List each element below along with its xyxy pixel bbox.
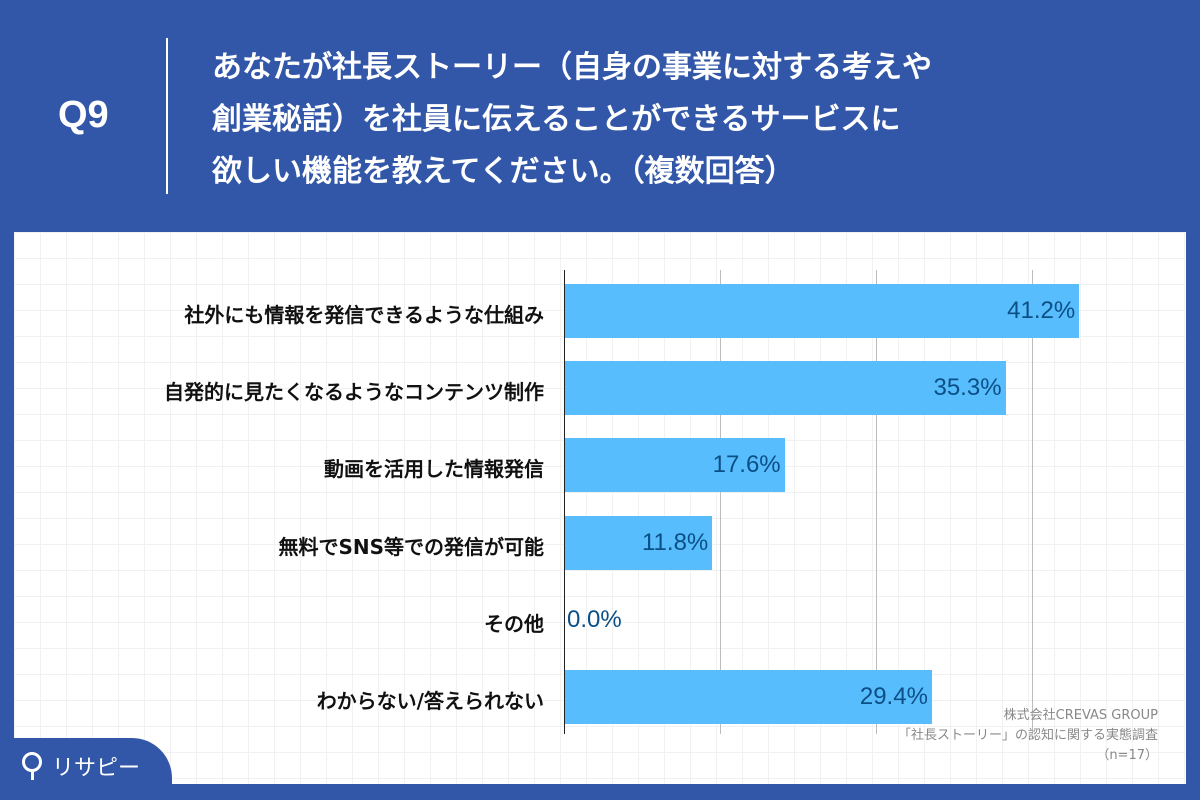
category-label: 社外にも情報を発信できるような仕組み (184, 303, 544, 327)
question-number: Q9 (58, 94, 109, 136)
value-label: 0.0% (567, 605, 622, 633)
gridline (720, 270, 721, 734)
source-note: 株式会社CREVAS GROUP 「社長ストーリー」の認知に関する実態調査 （n… (898, 706, 1158, 766)
category-label: 無料でSNS等での発信が可能 (278, 534, 544, 559)
category-label: わからない/答えられない (316, 689, 544, 713)
question-line: 欲しい機能を教えてください。（複数回答） (212, 154, 795, 189)
category-label: 動画を活用した情報発信 (324, 457, 544, 482)
question-line: あなたが社長ストーリー（自身の事業に対する考えや (212, 50, 932, 85)
value-label: 41.2% (1007, 297, 1076, 324)
gridline (876, 270, 877, 734)
bar (565, 284, 1080, 338)
question-text: あなたが社長ストーリー（自身の事業に対する考えや 創業秘話）を社員に伝えることが… (212, 42, 1172, 198)
y-axis (564, 270, 565, 734)
value-label: 35.3% (933, 374, 1002, 402)
question-line: 創業秘話）を社員に伝えることができるサービスに (212, 102, 901, 137)
value-label: 11.8% (641, 528, 709, 556)
question-header: Q9 あなたが社長ストーリー（自身の事業に対する考えや 創業秘話）を社員に伝える… (0, 0, 1200, 232)
bar (565, 515, 713, 570)
category-label: 自発的に見たくなるようなコンテンツ制作 (164, 380, 544, 405)
source-sample: （n=17） (1096, 748, 1158, 763)
value-label: 17.6% (712, 451, 781, 479)
gridline (1032, 270, 1033, 734)
bar (565, 670, 932, 724)
divider (166, 38, 168, 194)
category-label: その他 (484, 611, 544, 636)
value-label: 29.4% (859, 683, 928, 710)
bar (565, 438, 785, 493)
pin-icon (22, 752, 42, 780)
logo-text: リサピー (52, 756, 141, 781)
source-survey: 「社長ストーリー」の認知に関する実態調査 (897, 728, 1158, 743)
logo: リサピー (0, 738, 172, 800)
source-company: 株式会社CREVAS GROUP (1003, 708, 1158, 723)
bar (565, 361, 1006, 416)
